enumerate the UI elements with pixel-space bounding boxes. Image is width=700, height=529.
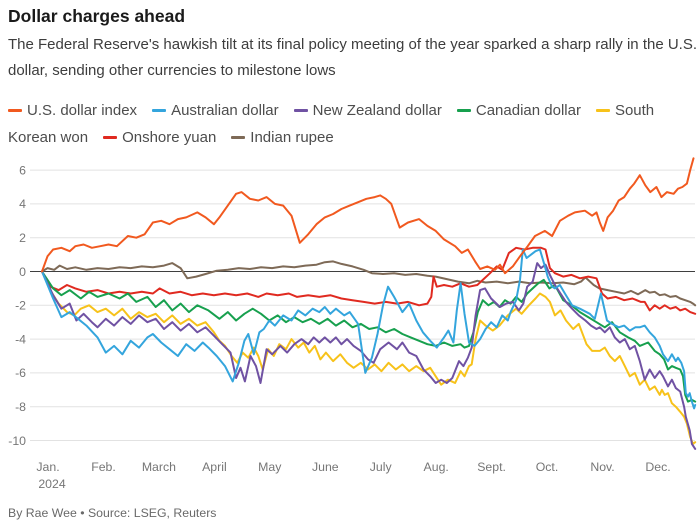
legend-item-canadian-dollar: Canadian dollar	[456, 102, 581, 119]
y-tick-label: -8	[15, 400, 26, 414]
legend-label: Canadian dollar	[475, 102, 581, 119]
chart-legend: U.S. dollar index Australian dollar New Ze…	[8, 97, 698, 151]
x-tick-label: April	[202, 460, 227, 474]
legend-label: Indian rupee	[250, 129, 334, 146]
legend-swatch-icon	[293, 108, 308, 112]
legend-item-new-zealand-dollar: New Zealand dollar	[293, 102, 442, 119]
legend-item-onshore-yuan: Onshore yuan	[103, 129, 216, 146]
y-tick-label: 4	[19, 197, 26, 211]
y-tick-label: -4	[15, 332, 26, 346]
byline-source: By Rae Wee • Source: LSEG, Reuters	[8, 506, 217, 520]
legend-swatch-icon	[595, 108, 610, 112]
legend-swatch-icon	[456, 108, 471, 112]
y-tick-label: 2	[19, 231, 26, 245]
page-title: Dollar charges ahead	[8, 6, 186, 26]
series-line-indian-rupee	[41, 260, 697, 307]
y-tick-label: -10	[8, 434, 26, 448]
x-tick-label: Oct.	[536, 460, 559, 474]
y-tick-label: -2	[15, 299, 26, 313]
x-tick-label: Feb.	[91, 460, 116, 474]
x-tick-label: March	[142, 460, 176, 474]
legend-item-indian-rupee: Indian rupee	[231, 129, 334, 146]
legend-label: Onshore yuan	[122, 129, 217, 146]
legend-item-u-s-dollar-index: U.S. dollar index	[8, 102, 137, 119]
legend-swatch-icon	[103, 135, 118, 139]
x-tick-label: Sept.	[477, 460, 506, 474]
legend-label: U.S. dollar index	[27, 102, 138, 119]
chart-subtitle: The Federal Reserve's hawkish tilt at it…	[8, 36, 698, 79]
legend-swatch-icon	[8, 108, 22, 112]
series-line-u-s-dollar-index	[41, 157, 695, 275]
x-tick-label: Nov.	[590, 460, 614, 474]
legend-item-australian-dollar: Australian dollar	[152, 102, 279, 119]
legend-label: South Korean won	[8, 102, 655, 146]
legend-swatch-icon	[152, 108, 167, 112]
series-line-south-korean-won	[41, 270, 697, 445]
x-tick-label: Jan.	[36, 460, 59, 474]
x-tick-label: May	[258, 460, 282, 474]
series-line-new-zealand-dollar	[41, 262, 697, 450]
series-line-canadian-dollar	[41, 270, 697, 403]
x-tick-label: Aug.	[424, 460, 449, 474]
x-axis-year-label: 2024	[38, 477, 66, 491]
x-tick-label: June	[312, 460, 339, 474]
legend-item-south-korean-won: South Korean won	[8, 102, 654, 146]
y-tick-label: -6	[15, 366, 26, 380]
legend-swatch-icon	[231, 135, 246, 139]
legend-label: New Zealand dollar	[312, 102, 442, 119]
legend-label: Australian dollar	[171, 102, 279, 119]
y-tick-label: 0	[19, 265, 26, 279]
y-tick-label: 6	[19, 163, 26, 177]
x-tick-label: Dec.	[645, 460, 670, 474]
series-line-onshore-yuan	[41, 246, 697, 315]
series-line-australian-dollar	[41, 248, 697, 410]
x-tick-label: July	[370, 460, 393, 474]
